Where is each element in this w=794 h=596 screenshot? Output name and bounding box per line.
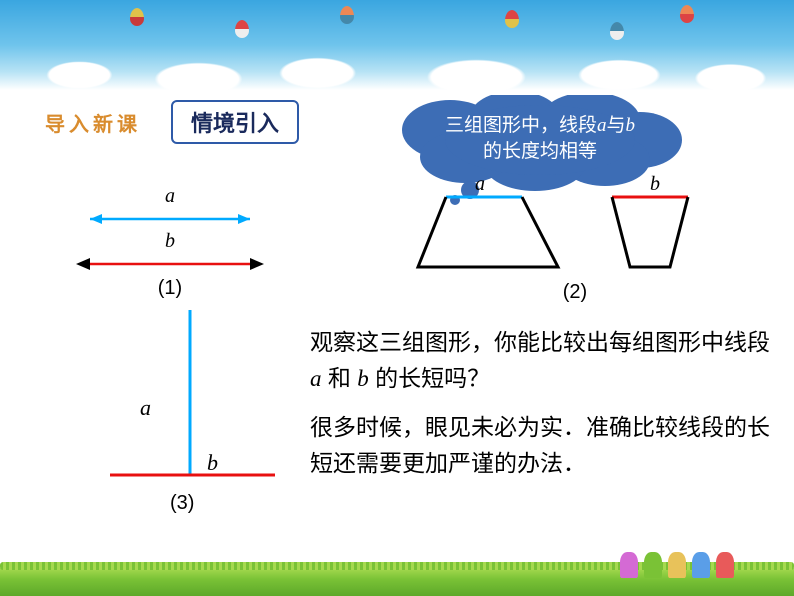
fig1-line-a [70, 208, 270, 230]
paragraph-1: 观察这三组图形，你能比较出每组图形中线段 a 和 b 的长短吗？ [310, 325, 770, 396]
thought-line1-mid2: 与 [607, 115, 626, 136]
balloon-icon [235, 20, 249, 38]
balloon-icon [680, 5, 694, 23]
kid-icon [716, 552, 734, 578]
fig3-shapes: a b [110, 310, 300, 490]
fig1-label-b: b [70, 230, 270, 253]
kid-icon [620, 552, 638, 578]
fig3-label-b: b [207, 450, 218, 475]
paragraph-2: 很多时候，眼见未必为实．准确比较线段的长短还需要更加严谨的办法． [310, 410, 770, 481]
para1-pre: 观察这三组图形，你能比较出每组图形中线段 [310, 329, 770, 355]
fig2-shapes: a b [410, 175, 740, 275]
fig3-caption: (3) [170, 492, 300, 515]
intro-label: 导入新课 [45, 108, 141, 137]
fig3-label-a: a [140, 395, 151, 420]
balloon-icon [340, 6, 354, 24]
clouds [0, 55, 794, 95]
figure-2: a b (2) [410, 175, 740, 304]
para1-mid: 和 [322, 365, 358, 391]
header-row: 导入新课 情境引入 [45, 100, 299, 144]
thought-line1-prefix: 三组图形中，线段 [445, 115, 597, 136]
thought-text: 三组图形中，线段a与b 的长度均相等 [395, 95, 685, 164]
fig1-label-a: a [70, 185, 270, 208]
balloon-icon [610, 22, 624, 40]
situation-badge: 情境引入 [171, 100, 299, 144]
balloon-icon [130, 8, 144, 26]
thought-line2: 的长度均相等 [483, 141, 597, 162]
para1-post: 的长短吗？ [369, 365, 490, 391]
sky-background [0, 0, 794, 90]
kid-icon [644, 552, 662, 578]
fig2-caption: (2) [410, 281, 740, 304]
fig2-label-b: b [650, 175, 660, 195]
para1-a: a [310, 366, 322, 391]
fig1-line-b [70, 253, 270, 275]
thought-b: b [626, 115, 636, 136]
fig2-label-a: a [475, 175, 485, 195]
figure-1: a b (1) [70, 185, 270, 300]
kid-icon [692, 552, 710, 578]
thought-a: a [597, 115, 607, 136]
kid-icon [668, 552, 686, 578]
fig1-caption: (1) [70, 277, 270, 300]
balloon-icon [505, 10, 519, 28]
thought-bubble: 三组图形中，线段a与b 的长度均相等 [395, 95, 685, 180]
figure-3: a b (3) [110, 310, 300, 515]
para1-b: b [357, 366, 369, 391]
